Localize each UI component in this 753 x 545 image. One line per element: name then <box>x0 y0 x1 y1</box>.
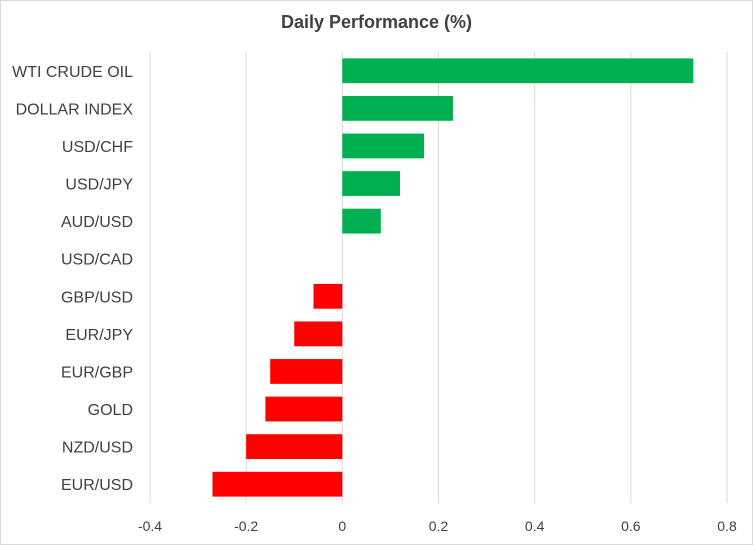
x-tick-label: 0.6 <box>621 518 641 534</box>
bar <box>265 396 343 422</box>
category-label: USD/JPY <box>65 177 133 194</box>
bar <box>270 359 343 384</box>
bar <box>212 471 343 497</box>
gridlines <box>149 52 728 503</box>
category-label: EUR/GBP <box>61 364 133 381</box>
x-tick-label: 0 <box>338 518 346 534</box>
chart-title: Daily Performance (%) <box>280 12 473 32</box>
category-label: GBP/USD <box>61 289 133 306</box>
category-label: NZD/USD <box>62 440 133 457</box>
bar <box>246 434 343 460</box>
bar <box>294 321 343 347</box>
category-label: USD/CHF <box>62 139 133 156</box>
x-tick-label: -0.2 <box>234 518 258 534</box>
category-labels: WTI CRUDE OIL DOLLAR INDEX USD/CHF USD/JPY A… <box>12 64 133 494</box>
category-label: AUD/USD <box>61 214 133 231</box>
bar <box>342 133 425 159</box>
category-label: WTI CRUDE OIL <box>12 64 133 81</box>
x-tick-label: 0.4 <box>525 518 545 534</box>
bar <box>313 283 343 309</box>
category-label: EUR/JPY <box>65 327 133 344</box>
bars <box>212 58 694 497</box>
category-label: DOLLAR INDEX <box>16 101 134 118</box>
bar <box>342 171 401 196</box>
category-label: EUR/USD <box>61 477 133 494</box>
category-label: USD/CAD <box>61 252 133 269</box>
bar <box>342 208 381 234</box>
bar <box>342 95 453 121</box>
x-tick-labels: -0.4 -0.2 0 0.2 0.4 0.6 0.8 <box>138 518 737 534</box>
x-tick-label: 0.8 <box>717 518 737 534</box>
category-label: GOLD <box>88 402 133 419</box>
bar <box>342 58 694 84</box>
x-tick-label: -0.4 <box>138 518 162 534</box>
x-tick-label: 0.2 <box>429 518 449 534</box>
